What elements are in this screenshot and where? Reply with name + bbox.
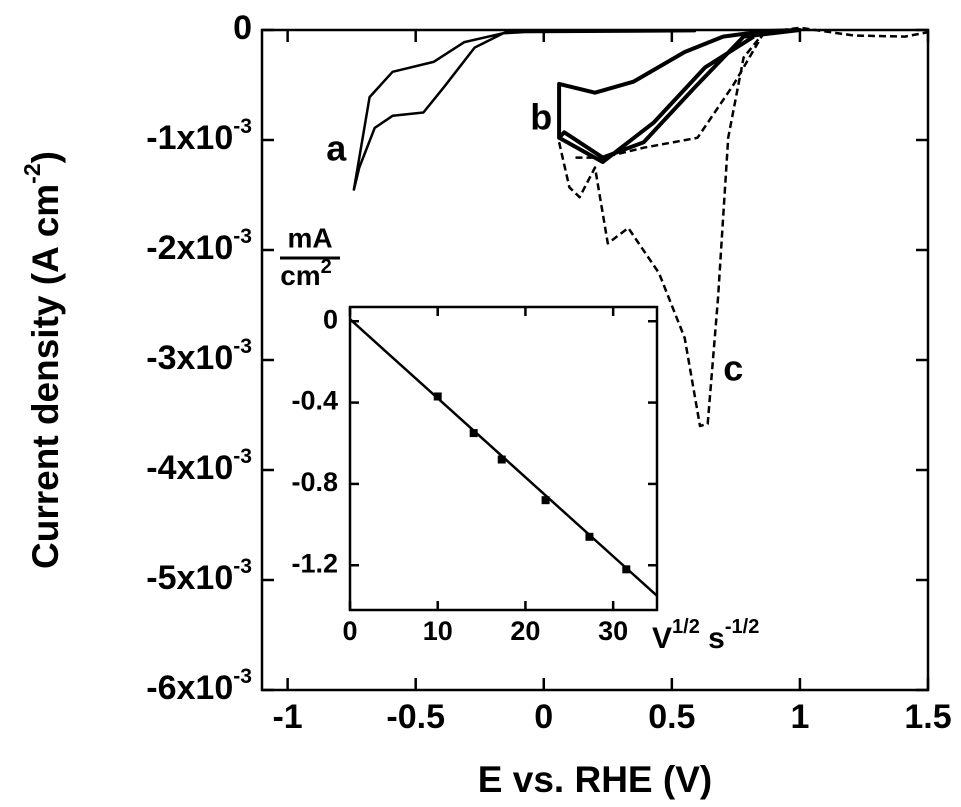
y-tick-label: -2x10-3 (146, 225, 252, 267)
x-tick-label: 0 (342, 616, 357, 646)
curve-label: a (326, 128, 347, 169)
data-point (541, 496, 550, 505)
y-axis-label-text: Current density (A cm (25, 184, 66, 569)
x-axis-label: V1/2 s-1/2 (652, 616, 759, 655)
data-point (497, 455, 506, 464)
y-axis-label-den-sup: 2 (321, 256, 332, 278)
x-tick-label: 1.5 (904, 698, 951, 736)
data-point (469, 429, 478, 438)
y-tick-label-sup: -3 (233, 335, 252, 358)
y-axis-label-end: ) (25, 151, 66, 163)
x-axis-label-sup: 1/2 (672, 616, 700, 638)
curve (352, 29, 697, 191)
curve (557, 26, 929, 428)
y-axis-label-num: mA (287, 222, 332, 253)
x-tick-label: 30 (598, 616, 628, 646)
y-tick-label: -1.2 (291, 548, 338, 578)
x-tick-label: 0.5 (648, 698, 695, 736)
data-point (433, 392, 442, 401)
curve-label: c (723, 348, 743, 389)
y-tick-label-sup: -3 (233, 555, 252, 578)
x-axis-label-sup: -1/2 (725, 616, 759, 638)
y-tick-label-sup: -3 (233, 115, 252, 138)
x-tick-label: 20 (510, 616, 540, 646)
y-tick-label-text: -1x10 (146, 119, 233, 157)
x-tick-label: -0.5 (386, 698, 445, 736)
y-axis-label-den: cm2 (280, 256, 332, 291)
y-axis-label-den-text: cm (280, 260, 320, 291)
y-tick-label-text: -4x10 (146, 449, 233, 487)
y-tick-label-text: -3x10 (146, 339, 233, 377)
y-tick-label: -6x10-3 (146, 665, 252, 707)
y-tick-label-text: -5x10 (146, 559, 233, 597)
x-tick-label: 1 (790, 698, 809, 736)
y-tick-label-sup: -3 (233, 665, 252, 688)
y-tick-label: 0 (233, 9, 252, 47)
y-axis-label: Current density (A cm-2) (19, 151, 66, 569)
y-tick-label: -4x10-3 (146, 445, 252, 487)
x-axis-label-text: V (652, 622, 672, 655)
y-tick-label-text: -6x10 (146, 669, 233, 707)
y-tick-label-text: -2x10 (146, 229, 233, 267)
y-axis-label-sup: -2 (19, 163, 45, 183)
y-tick-label-sup: -3 (233, 225, 252, 248)
y-tick-label: -0.8 (291, 467, 338, 497)
data-point (585, 532, 594, 541)
y-tick-label: -0.4 (291, 386, 338, 416)
x-tick-label: 10 (423, 616, 453, 646)
y-tick-label-sup: -3 (233, 445, 252, 468)
y-tick-label: -1x10-3 (146, 115, 252, 157)
y-tick-label: -3x10-3 (146, 335, 252, 377)
y-tick-label: -5x10-3 (146, 555, 252, 597)
x-tick-label: 0 (534, 698, 553, 736)
x-axis-label: E vs. RHE (V) (478, 759, 712, 800)
x-tick-label: -1 (272, 698, 302, 736)
x-axis-label-mid: s (700, 622, 725, 655)
data-point (622, 565, 631, 574)
curve-label: b (530, 97, 552, 138)
y-tick-label: 0 (323, 304, 338, 334)
